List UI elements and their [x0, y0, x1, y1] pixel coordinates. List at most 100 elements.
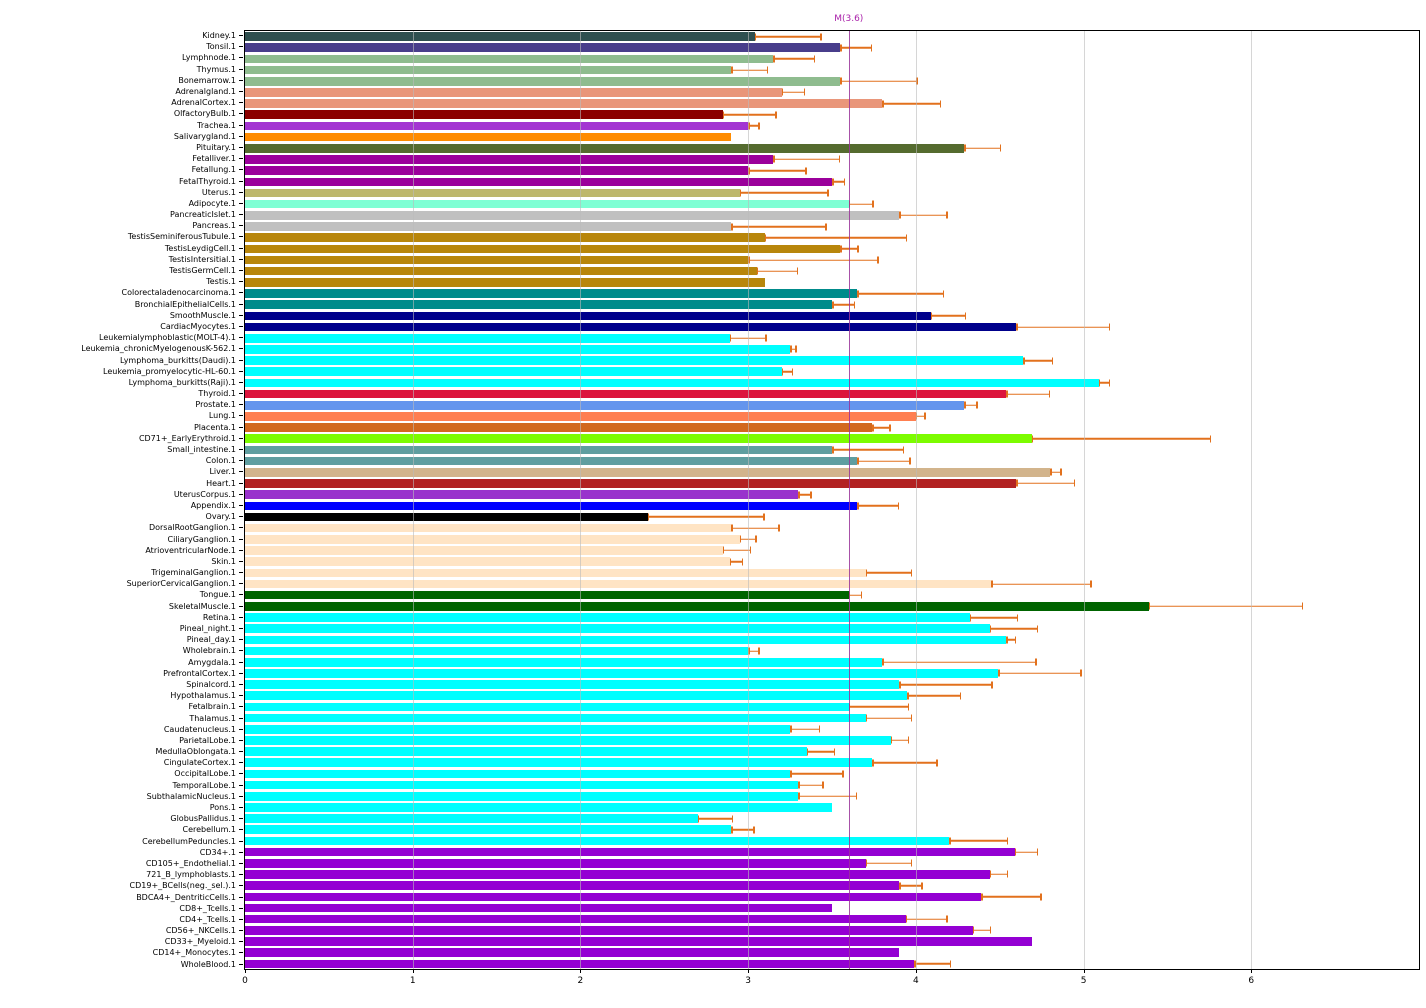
bar-row [245, 902, 1419, 913]
error-bar [899, 882, 923, 890]
error-bar [840, 77, 918, 85]
bar-row [245, 344, 1419, 355]
bar [245, 724, 791, 734]
error-bar [1148, 602, 1304, 610]
bar [245, 881, 900, 890]
error-bar [872, 424, 891, 432]
bar [245, 769, 791, 779]
y-axis-label: TrigeminalGanglion.1 [0, 567, 243, 578]
error-bar [764, 234, 908, 242]
error-bar [781, 368, 794, 376]
bar [245, 758, 873, 768]
y-axis-label: Trachea.1 [0, 120, 243, 131]
y-tick-mark [239, 907, 243, 909]
bar-row [245, 791, 1419, 802]
bar [245, 255, 749, 265]
error-bar [981, 893, 1042, 901]
error-bar [731, 826, 755, 834]
y-tick-mark [239, 728, 243, 730]
bar-row [245, 869, 1419, 880]
y-tick-mark [239, 862, 243, 864]
error-bar [899, 681, 993, 689]
bar-row [245, 143, 1419, 154]
y-tick-mark [239, 493, 243, 495]
y-axis-label: CD105+_Endothelial.1 [0, 858, 243, 869]
y-tick-mark [239, 57, 243, 59]
mean-marker-label: M(3.6) [834, 14, 864, 24]
y-tick-mark [239, 471, 243, 473]
y-tick-mark [239, 527, 243, 529]
y-tick-mark [239, 795, 243, 797]
y-axis-label: Uterus.1 [0, 187, 243, 198]
y-tick-mark [239, 583, 243, 585]
y-tick-mark [239, 46, 243, 48]
bar-row [245, 444, 1419, 455]
y-axis-label: SmoothMuscle.1 [0, 310, 243, 321]
y-axis-label: OccipitalLobe.1 [0, 768, 243, 779]
y-tick-mark [239, 180, 243, 182]
y-tick-mark [239, 348, 243, 350]
y-tick-mark [239, 963, 243, 965]
bar-row [245, 333, 1419, 344]
y-axis-label: Tongue.1 [0, 589, 243, 600]
y-tick-mark [239, 35, 243, 37]
bar-row [245, 925, 1419, 936]
bar [245, 289, 858, 298]
y-axis-label: CardiacMyocytes.1 [0, 321, 243, 332]
bar [245, 948, 900, 957]
gridline [1251, 31, 1253, 969]
y-axis-label: TestisGermCell.1 [0, 265, 243, 276]
y-axis-label: UterusCorpus.1 [0, 489, 243, 500]
y-axis-label: Lymphoma_burkitts(Raji).1 [0, 377, 243, 388]
bar-row [245, 132, 1419, 143]
y-axis-label: Thalamus.1 [0, 712, 243, 723]
y-tick-mark [239, 739, 243, 741]
y-axis-label: Pancreas.1 [0, 220, 243, 231]
error-bar [905, 915, 948, 923]
bar [245, 65, 732, 75]
error-bar [857, 457, 911, 465]
error-bar [697, 815, 734, 823]
y-tick-mark [239, 751, 243, 753]
bar [245, 110, 723, 120]
bar [245, 892, 982, 902]
error-bar [739, 189, 829, 197]
bar-row [245, 254, 1419, 265]
y-axis-label: Testis.1 [0, 276, 243, 287]
bar [245, 713, 866, 723]
mean-marker-line [848, 31, 850, 969]
error-bar [964, 401, 978, 409]
y-tick-mark [239, 449, 243, 451]
y-axis-label: Pons.1 [0, 802, 243, 813]
error-bar [1014, 848, 1039, 856]
y-axis-label: CD14+_Monocytes.1 [0, 947, 243, 958]
bar [245, 635, 1007, 645]
y-axis-label: Salivarygland.1 [0, 131, 243, 142]
y-tick-mark [239, 918, 243, 920]
y-axis-label: Pituitary.1 [0, 142, 243, 153]
error-bar [998, 669, 1082, 677]
bar [245, 99, 883, 108]
bar [245, 356, 1024, 365]
bar-row [245, 668, 1419, 679]
bar [245, 300, 832, 309]
y-tick-mark [239, 270, 243, 272]
y-tick-mark [239, 404, 243, 406]
bar [245, 333, 730, 343]
error-bar [756, 267, 799, 275]
bar-row [245, 545, 1419, 556]
bar-row [245, 735, 1419, 746]
bar [245, 155, 774, 164]
y-axis-label: Lymphoma_burkitts(Daudi).1 [0, 354, 243, 365]
y-tick-mark [239, 650, 243, 652]
bar-row [245, 724, 1419, 735]
y-tick-mark [239, 314, 243, 316]
y-tick-mark [239, 146, 243, 148]
y-tick-mark [239, 91, 243, 93]
y-tick-mark [239, 460, 243, 462]
error-bar [1098, 379, 1111, 387]
gridline [580, 31, 582, 969]
y-axis-label: DorsalRootGanglion.1 [0, 522, 243, 533]
y-tick-mark [239, 549, 243, 551]
bar [245, 657, 883, 667]
